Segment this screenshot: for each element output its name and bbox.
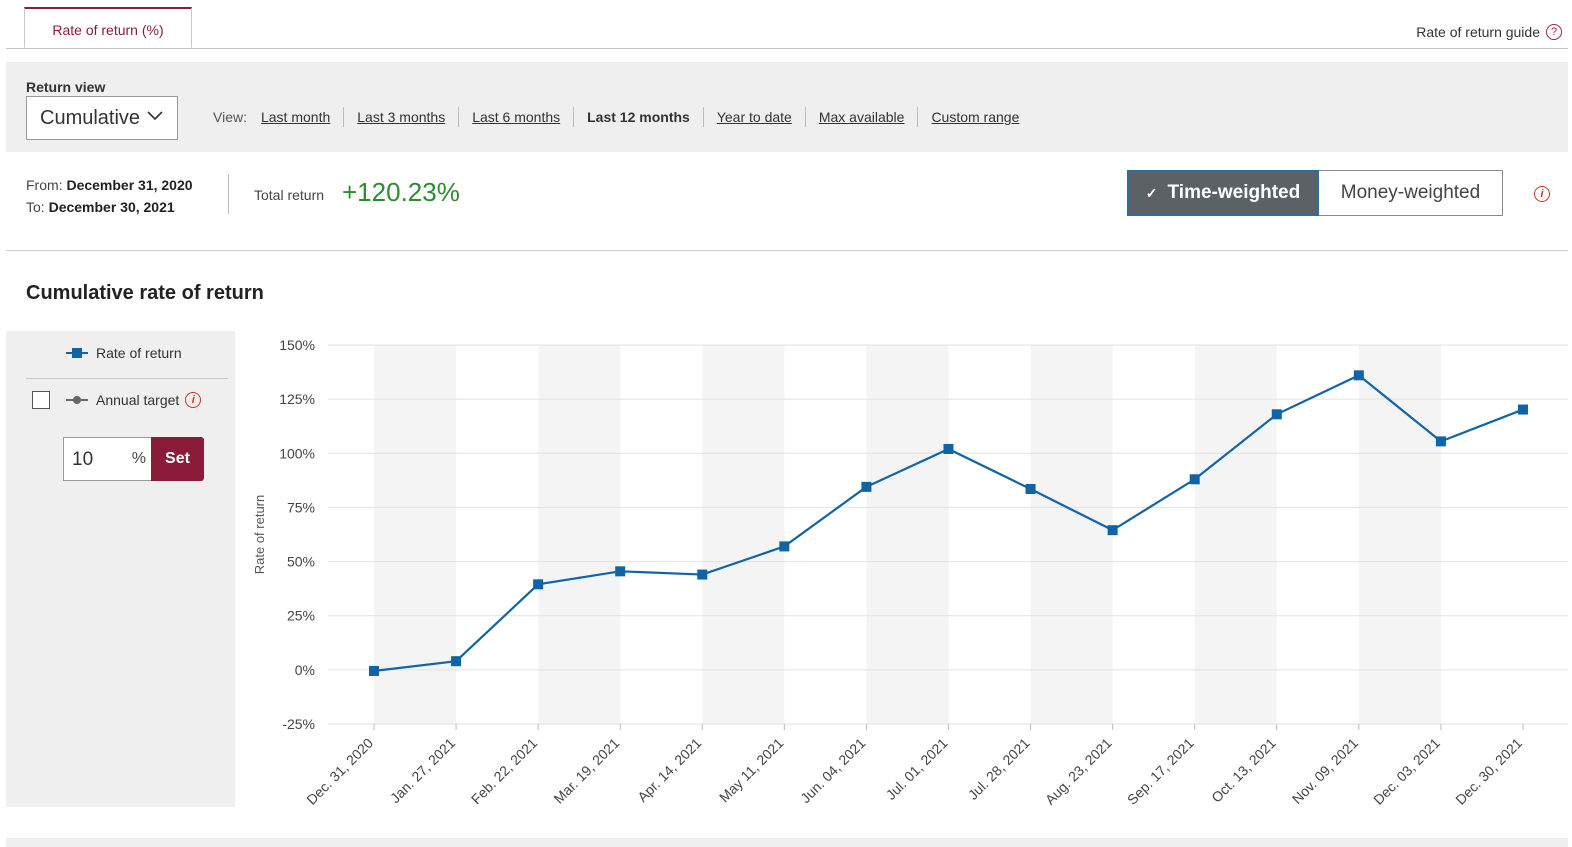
time-weighted-button[interactable]: ✓ Time-weighted xyxy=(1127,170,1319,216)
x-tick-label: Dec. 03, 2021 xyxy=(1370,735,1443,808)
rate-of-return-guide-link[interactable]: Rate of return guide ? xyxy=(1416,24,1562,40)
data-point xyxy=(1517,404,1528,415)
period-selector: View: Last month Last 3 months Last 6 mo… xyxy=(213,107,1032,127)
data-point xyxy=(1353,370,1364,381)
data-point xyxy=(1107,525,1118,536)
annual-target-label: Annual target xyxy=(96,392,180,408)
x-tick-label: Nov. 09, 2021 xyxy=(1289,735,1361,807)
chart-band xyxy=(374,345,457,724)
tab-bar: Rate of return (%) Rate of return guide … xyxy=(6,0,1568,49)
to-date: December 30, 2021 xyxy=(48,199,175,215)
x-tick-label: May 11, 2021 xyxy=(716,735,787,806)
x-tick-label: Aug. 23, 2021 xyxy=(1042,735,1115,808)
chart-band xyxy=(1030,345,1113,724)
annual-target-input-box: % xyxy=(63,437,153,481)
check-icon: ✓ xyxy=(1145,184,1158,201)
chart-band xyxy=(538,345,621,724)
data-point xyxy=(451,656,462,667)
x-tick-label: Feb. 22, 2021 xyxy=(468,735,541,808)
question-circle-icon[interactable]: ? xyxy=(1546,24,1562,40)
from-label: From: xyxy=(26,177,63,193)
return-view-bar: Return view Cumulative View: Last month … xyxy=(6,62,1568,152)
data-point xyxy=(369,665,379,676)
return-summary: From: December 31, 2020 To: December 30,… xyxy=(6,152,1568,251)
data-point xyxy=(943,443,954,454)
y-tick-label: -25% xyxy=(282,716,315,732)
period-link-year-to-date[interactable]: Year to date xyxy=(702,107,805,127)
y-tick-label: 125% xyxy=(279,391,315,407)
bottom-strip xyxy=(6,838,1568,847)
total-return-label: Total return xyxy=(254,187,325,203)
chart-band xyxy=(1194,345,1277,724)
total-return-value: +120.23% xyxy=(342,177,460,207)
x-tick-label: Dec. 31, 2020 xyxy=(303,735,376,808)
legend-divider xyxy=(26,378,228,379)
annual-target-input[interactable] xyxy=(70,448,124,472)
data-point xyxy=(779,541,790,552)
tab-rate-of-return[interactable]: Rate of return (%) xyxy=(24,7,192,48)
x-tick-label: Jul. 01, 2021 xyxy=(883,735,951,803)
x-tick-label: Dec. 30, 2021 xyxy=(1452,735,1525,808)
percent-unit: % xyxy=(131,450,146,467)
return-view-label: Return view xyxy=(26,79,106,95)
period-link-last-12-months[interactable]: Last 12 months xyxy=(573,107,703,127)
return-view-select[interactable]: Cumulative xyxy=(26,96,178,140)
period-link-last-6-months[interactable]: Last 6 months xyxy=(458,107,573,127)
y-tick-label: 150% xyxy=(279,337,315,353)
to-label: To: xyxy=(26,199,45,215)
x-tick-label: Sep. 17, 2021 xyxy=(1124,735,1197,808)
time-weighted-label: Time-weighted xyxy=(1167,182,1301,203)
legend-panel: Rate of return Annual target i % Set xyxy=(6,331,235,807)
series-marker-icon xyxy=(66,348,88,358)
period-link-last-month[interactable]: Last month xyxy=(260,109,331,125)
legend-item-rate-of-return: Rate of return xyxy=(66,345,182,361)
legend-series-label: Rate of return xyxy=(96,345,182,361)
x-tick-label: Apr. 14, 2021 xyxy=(634,735,704,805)
chart-title: Cumulative rate of return xyxy=(26,282,264,304)
x-tick-label: Jan. 27, 2021 xyxy=(387,735,458,806)
x-tick-label: Jun. 04, 2021 xyxy=(797,735,868,806)
date-range: From: December 31, 2020 To: December 30,… xyxy=(26,174,193,218)
data-point xyxy=(861,481,872,492)
period-link-last-3-months[interactable]: Last 3 months xyxy=(343,107,458,127)
data-point xyxy=(1189,474,1200,485)
period-link-max-available[interactable]: Max available xyxy=(804,107,918,127)
weighting-toggle: ✓ Time-weighted Money-weighted xyxy=(1127,170,1503,216)
view-label: View: xyxy=(213,109,247,125)
data-point xyxy=(1025,484,1036,495)
x-tick-label: Jul. 28, 2021 xyxy=(965,735,1033,803)
y-tick-label: 100% xyxy=(279,445,315,461)
from-date: December 31, 2020 xyxy=(66,177,193,193)
guide-link-label[interactable]: Rate of return guide xyxy=(1416,24,1540,40)
data-point xyxy=(615,566,626,577)
money-weighted-button[interactable]: Money-weighted xyxy=(1319,170,1503,216)
legend-item-annual-target: Annual target i xyxy=(32,391,202,409)
chart-band xyxy=(1358,345,1441,724)
y-tick-label: 50% xyxy=(287,554,315,570)
info-circle-icon[interactable]: i xyxy=(185,392,202,408)
x-tick-label: Mar. 19, 2021 xyxy=(550,735,622,807)
set-button[interactable]: Set xyxy=(151,437,204,481)
rate-of-return-chart: 150% 125% 100% 75% 50% 25% 0% -25% Rate of retur… xyxy=(252,337,1568,808)
data-point xyxy=(533,579,544,590)
y-tick-label: 75% xyxy=(287,499,315,515)
period-link-custom-range[interactable]: Custom range xyxy=(917,107,1032,127)
annual-target-checkbox[interactable] xyxy=(32,391,50,409)
y-tick-label: 25% xyxy=(287,608,315,624)
y-axis-label: Rate of return xyxy=(252,495,267,575)
target-marker-icon xyxy=(66,396,88,404)
data-point xyxy=(697,569,708,580)
chevron-down-icon xyxy=(147,111,163,121)
info-circle-icon[interactable]: i xyxy=(1534,186,1550,202)
y-tick-label: 0% xyxy=(295,662,315,678)
chart-band xyxy=(866,345,949,724)
x-tick-label: Oct. 13, 2021 xyxy=(1208,735,1279,806)
return-view-selected: Cumulative xyxy=(40,106,141,129)
chart-band xyxy=(702,345,785,724)
summary-divider xyxy=(228,174,229,214)
data-point xyxy=(1271,409,1282,420)
data-point xyxy=(1435,436,1446,447)
